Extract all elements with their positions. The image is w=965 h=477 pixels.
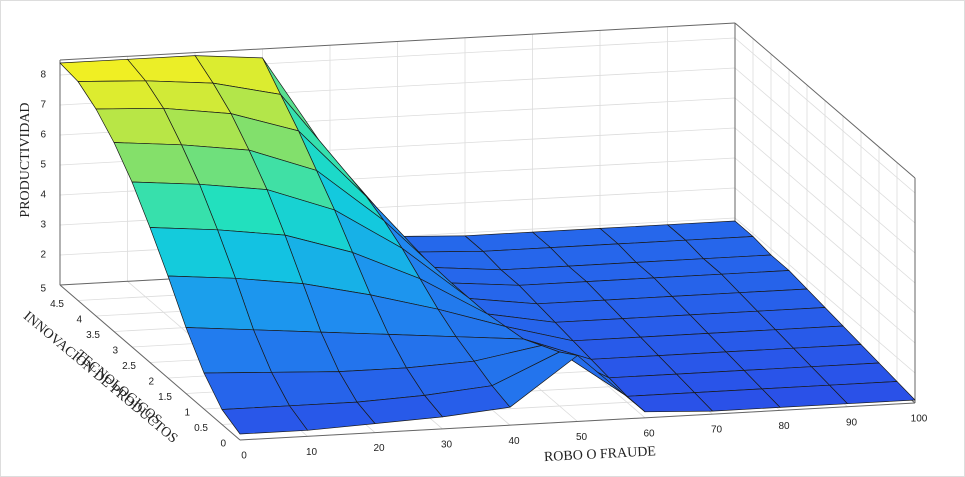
z-tick-label: 7 bbox=[40, 100, 46, 111]
y-tick-label: 1 bbox=[184, 408, 190, 419]
grid-line bbox=[734, 127, 916, 284]
x-tick-label: 20 bbox=[373, 443, 385, 454]
x-tick-label: 40 bbox=[508, 436, 520, 447]
x-tick-label: 70 bbox=[711, 425, 723, 436]
x-tick-label: 50 bbox=[576, 432, 588, 443]
z-tick-label: 4 bbox=[40, 190, 46, 201]
z-axis-label: PRODUCTIVIDAD bbox=[18, 102, 33, 217]
y-tick-label: 4.5 bbox=[50, 299, 64, 310]
x-tick-label: 0 bbox=[241, 451, 247, 462]
x-tick-label: 30 bbox=[441, 440, 453, 451]
x-axis-label: ROBO O FRAUDE bbox=[544, 444, 657, 465]
x-tick-label: 80 bbox=[778, 421, 790, 432]
z-tick-label: 8 bbox=[40, 70, 46, 81]
y-tick-label: 0.5 bbox=[194, 423, 208, 434]
grid-line bbox=[734, 37, 916, 194]
axis-line bbox=[59, 284, 241, 441]
z-tick-label: 6 bbox=[40, 130, 46, 141]
grid-line bbox=[734, 217, 916, 374]
y-tick-label: 3 bbox=[112, 346, 118, 357]
y-tick-label: 3.5 bbox=[86, 330, 100, 341]
x-tick-label: 60 bbox=[643, 428, 655, 439]
z-tick-label: 5 bbox=[40, 160, 46, 171]
z-tick-label: 2 bbox=[40, 250, 46, 261]
y-tick-label: 2.5 bbox=[122, 361, 136, 372]
y-tick-label: 5 bbox=[40, 284, 46, 295]
y-tick-label: 0 bbox=[220, 439, 226, 450]
axis-line bbox=[734, 22, 916, 179]
axis-line bbox=[239, 402, 916, 441]
x-tick-label: 100 bbox=[911, 414, 928, 425]
surface-patch bbox=[221, 405, 308, 435]
grid-line bbox=[734, 187, 916, 344]
grid-line bbox=[734, 157, 916, 314]
surface bbox=[59, 55, 916, 435]
y-tick-label: 1.5 bbox=[158, 392, 172, 403]
z-tick-label: 3 bbox=[40, 220, 46, 231]
y-tick-label: 4 bbox=[76, 315, 82, 326]
grid-line bbox=[734, 97, 916, 254]
axis-line bbox=[59, 22, 736, 61]
x-tick-label: 90 bbox=[846, 417, 858, 428]
grid-line bbox=[734, 67, 916, 224]
y-tick-label: 2 bbox=[148, 377, 154, 388]
x-tick-label: 10 bbox=[306, 447, 318, 458]
